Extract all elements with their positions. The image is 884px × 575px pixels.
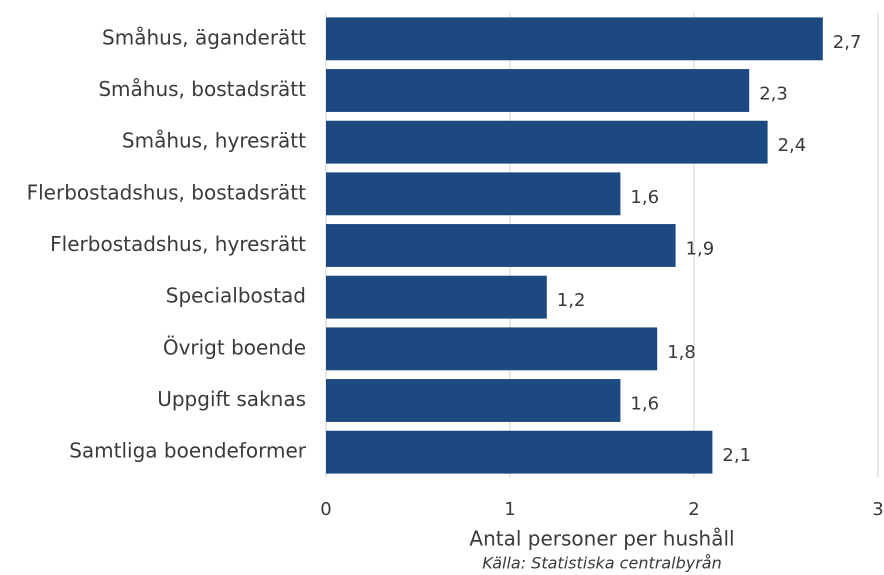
bar — [326, 17, 823, 61]
x-tick-label: 1 — [504, 499, 515, 520]
source: Källa: Statistiska centralbyrån — [482, 554, 721, 573]
x-tick-label: 3 — [872, 499, 883, 520]
y-tick-label: Flerbostadshus, hyresrätt — [50, 232, 306, 256]
y-tick-label: Specialbostad — [166, 284, 306, 308]
value-label: 1,6 — [630, 187, 659, 208]
x-tick-label: 2 — [688, 499, 699, 520]
value-label: 2,1 — [722, 445, 751, 466]
bar — [326, 327, 658, 371]
y-tick-label: Flerbostadshus, bostadsrätt — [27, 180, 307, 204]
value-label: 2,7 — [833, 32, 862, 53]
y-tick-label: Uppgift saknas — [157, 387, 306, 411]
x-tick-label: 0 — [320, 499, 331, 520]
value-label: 1,8 — [667, 342, 696, 363]
bar — [326, 69, 750, 112]
value-label: 1,6 — [630, 394, 659, 415]
y-tick-label: Småhus, bostadsrätt — [98, 77, 306, 101]
bar — [326, 430, 713, 474]
bar — [326, 120, 768, 164]
value-label: 2,3 — [759, 84, 788, 105]
x-axis-label: Antal personer per hushåll — [469, 527, 734, 551]
value-label: 1,9 — [686, 239, 715, 260]
bar — [326, 275, 547, 319]
bar — [326, 224, 676, 267]
y-tick-label: Småhus, hyresrätt — [122, 129, 306, 153]
bar — [326, 172, 621, 216]
y-tick-label: Övrigt boende — [163, 335, 306, 359]
y-tick-label: Småhus, äganderätt — [102, 25, 306, 49]
value-label: 2,4 — [778, 135, 807, 156]
y-tick-label: Samtliga boendeformer — [69, 439, 307, 463]
value-label: 1,2 — [557, 290, 586, 311]
bar — [326, 379, 621, 422]
